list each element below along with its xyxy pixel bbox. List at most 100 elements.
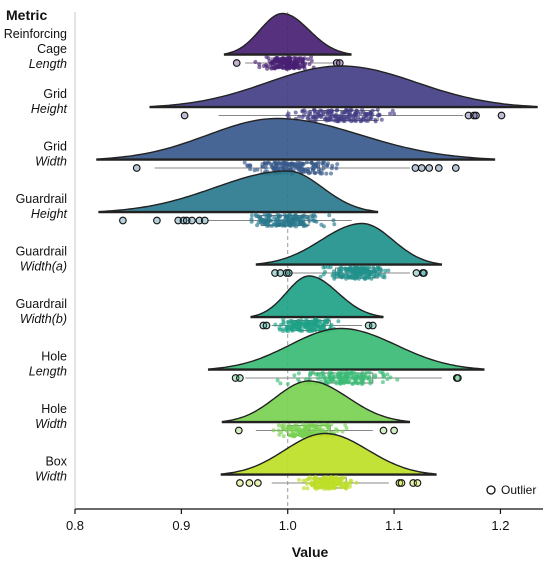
density-cloud <box>149 65 538 108</box>
data-point <box>280 426 285 431</box>
data-point <box>318 323 323 328</box>
data-point <box>297 425 302 430</box>
data-point <box>268 213 273 218</box>
data-point <box>287 64 292 69</box>
data-point <box>329 485 334 489</box>
data-point <box>328 265 333 270</box>
outlier-point <box>236 374 244 382</box>
data-point <box>360 117 365 122</box>
data-point <box>249 219 254 224</box>
data-point <box>321 160 326 165</box>
data-point <box>328 377 333 382</box>
data-point <box>367 377 372 382</box>
data-point <box>302 324 307 329</box>
outlier-point <box>236 479 244 487</box>
data-point <box>302 56 307 61</box>
data-point <box>312 317 317 322</box>
category-label: Length <box>29 365 67 379</box>
data-point <box>242 160 247 165</box>
data-point <box>334 476 339 481</box>
data-point <box>332 269 336 274</box>
data-point <box>337 374 341 379</box>
data-point <box>349 478 354 483</box>
legend-outlier-label: Outlier <box>501 483 536 497</box>
data-point <box>288 163 293 167</box>
data-point <box>278 57 283 62</box>
data-point <box>297 114 302 119</box>
data-point <box>323 116 328 121</box>
data-point <box>305 215 310 220</box>
data-point <box>339 380 344 385</box>
data-point <box>319 375 324 380</box>
data-point <box>287 423 292 428</box>
data-point <box>390 108 395 113</box>
data-point <box>361 378 366 383</box>
data-point <box>385 372 390 377</box>
data-point <box>323 265 327 270</box>
data-point <box>285 217 290 222</box>
data-point <box>262 161 267 166</box>
data-point <box>303 168 308 173</box>
x-tick-label: 1.1 <box>385 518 403 533</box>
x-tick-label: 1.2 <box>491 518 509 533</box>
data-point <box>301 64 306 69</box>
category-label: Guardrail <box>16 192 67 206</box>
data-point <box>327 213 332 218</box>
data-point <box>276 161 281 166</box>
data-point <box>306 57 310 62</box>
data-point <box>307 425 312 430</box>
category-label: Reinforcing <box>4 27 67 41</box>
outlier-point <box>245 479 254 487</box>
data-point <box>300 59 305 64</box>
data-point <box>318 108 323 113</box>
data-point <box>383 268 388 273</box>
data-point <box>328 370 332 375</box>
data-point <box>375 113 380 118</box>
data-point <box>304 377 308 382</box>
outlier-point <box>153 216 161 225</box>
data-point <box>338 482 343 487</box>
outlier-point <box>470 111 478 120</box>
outlier-point <box>397 479 406 487</box>
category-label: Width(b) <box>20 312 67 326</box>
data-point <box>313 479 318 484</box>
data-point <box>379 117 384 122</box>
plot-area <box>96 12 538 509</box>
data-point <box>313 171 318 176</box>
outlier-point <box>425 164 434 172</box>
data-point <box>313 425 318 430</box>
data-point <box>316 113 321 118</box>
data-point <box>310 429 315 434</box>
data-point <box>360 271 364 276</box>
data-point <box>296 377 301 382</box>
data-point <box>329 477 333 482</box>
data-point <box>340 429 345 434</box>
category-label: Height <box>31 207 68 221</box>
data-point <box>324 479 329 484</box>
data-point <box>358 266 363 271</box>
x-axis-title: Value <box>292 544 329 560</box>
data-point <box>325 320 329 325</box>
data-point <box>304 160 309 165</box>
data-point <box>262 221 267 226</box>
data-point <box>309 58 314 63</box>
data-point <box>369 276 374 281</box>
data-point <box>367 116 372 121</box>
data-point <box>281 321 286 326</box>
data-point <box>335 162 340 167</box>
data-point <box>319 371 324 376</box>
data-point <box>292 373 297 378</box>
data-point <box>276 423 281 428</box>
data-point <box>319 222 324 227</box>
data-point <box>312 115 317 120</box>
data-point <box>260 164 265 169</box>
data-point <box>302 222 307 227</box>
category-label: Hole <box>41 402 67 416</box>
data-point <box>314 219 319 224</box>
data-point <box>362 276 367 281</box>
data-point <box>270 223 274 228</box>
data-point <box>307 475 312 480</box>
data-point <box>282 160 287 165</box>
data-point <box>275 220 280 224</box>
